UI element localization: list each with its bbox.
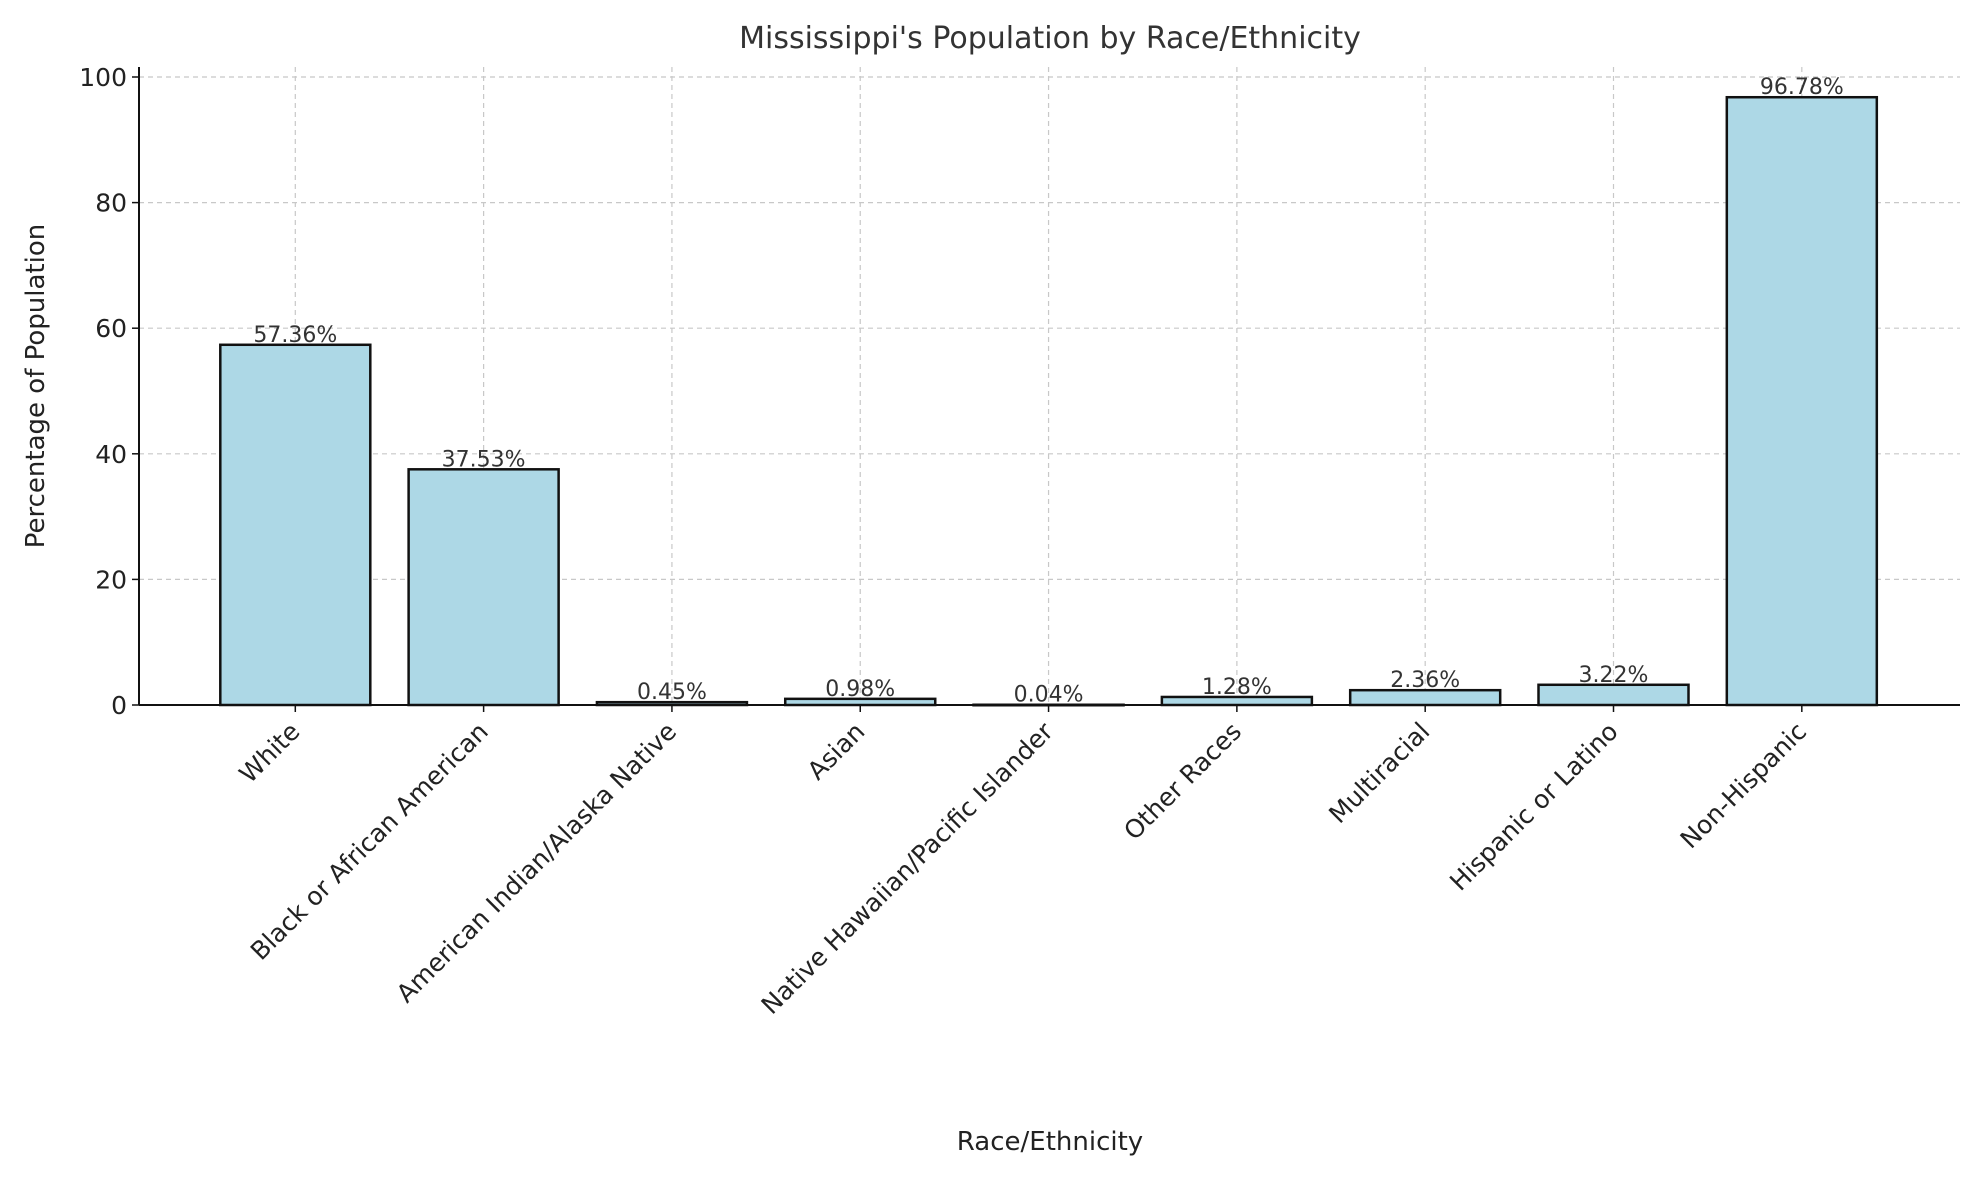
bars: 57.36% 37.53% 0.45% 0.98% 0.04% 1.28% 2.36% 3.2…	[219, 75, 1879, 708]
bar-data-label: 3.22%	[1579, 663, 1649, 688]
x-tick-label: Other Races	[1118, 717, 1247, 846]
y-tick-label: 60	[95, 314, 127, 343]
bar	[407, 468, 560, 707]
bar	[219, 343, 372, 707]
chart-title: Mississippi's Population by Race/Ethnici…	[739, 21, 1361, 56]
x-tick-label: Multiracial	[1323, 717, 1435, 829]
bar-data-label: 0.98%	[825, 677, 895, 702]
x-tick-label: Non-Hispanic	[1675, 717, 1812, 854]
bar	[1537, 683, 1690, 707]
y-tick-label: 80	[95, 189, 127, 218]
y-tick-label: 0	[111, 691, 127, 720]
x-tick-label: White	[234, 717, 306, 789]
x-axis-label: Race/Ethnicity	[957, 1127, 1143, 1157]
x-tick-label: Asian	[802, 717, 871, 786]
x-tick-label: Native Hawaiian/Pacific Islander	[756, 716, 1060, 1020]
y-tick-label: 40	[95, 440, 127, 469]
y-axis-label: Percentage of Population	[21, 224, 51, 548]
y-ticks: 0 20 40 60 80 100	[79, 63, 139, 720]
bar-data-label: 1.28%	[1202, 675, 1272, 700]
bar-data-label: 2.36%	[1390, 668, 1460, 693]
bar-data-label: 37.53%	[442, 447, 526, 472]
bar	[1725, 95, 1879, 707]
bar-data-label: 96.78%	[1760, 75, 1844, 100]
y-tick-label: 100	[79, 63, 127, 92]
bar-data-label: 0.45%	[637, 680, 707, 705]
bar-data-label: 57.36%	[253, 323, 337, 348]
x-tick-label: Hispanic or Latino	[1444, 717, 1624, 897]
bar-data-label: 0.04%	[1014, 683, 1084, 708]
y-tick-label: 20	[95, 565, 127, 594]
